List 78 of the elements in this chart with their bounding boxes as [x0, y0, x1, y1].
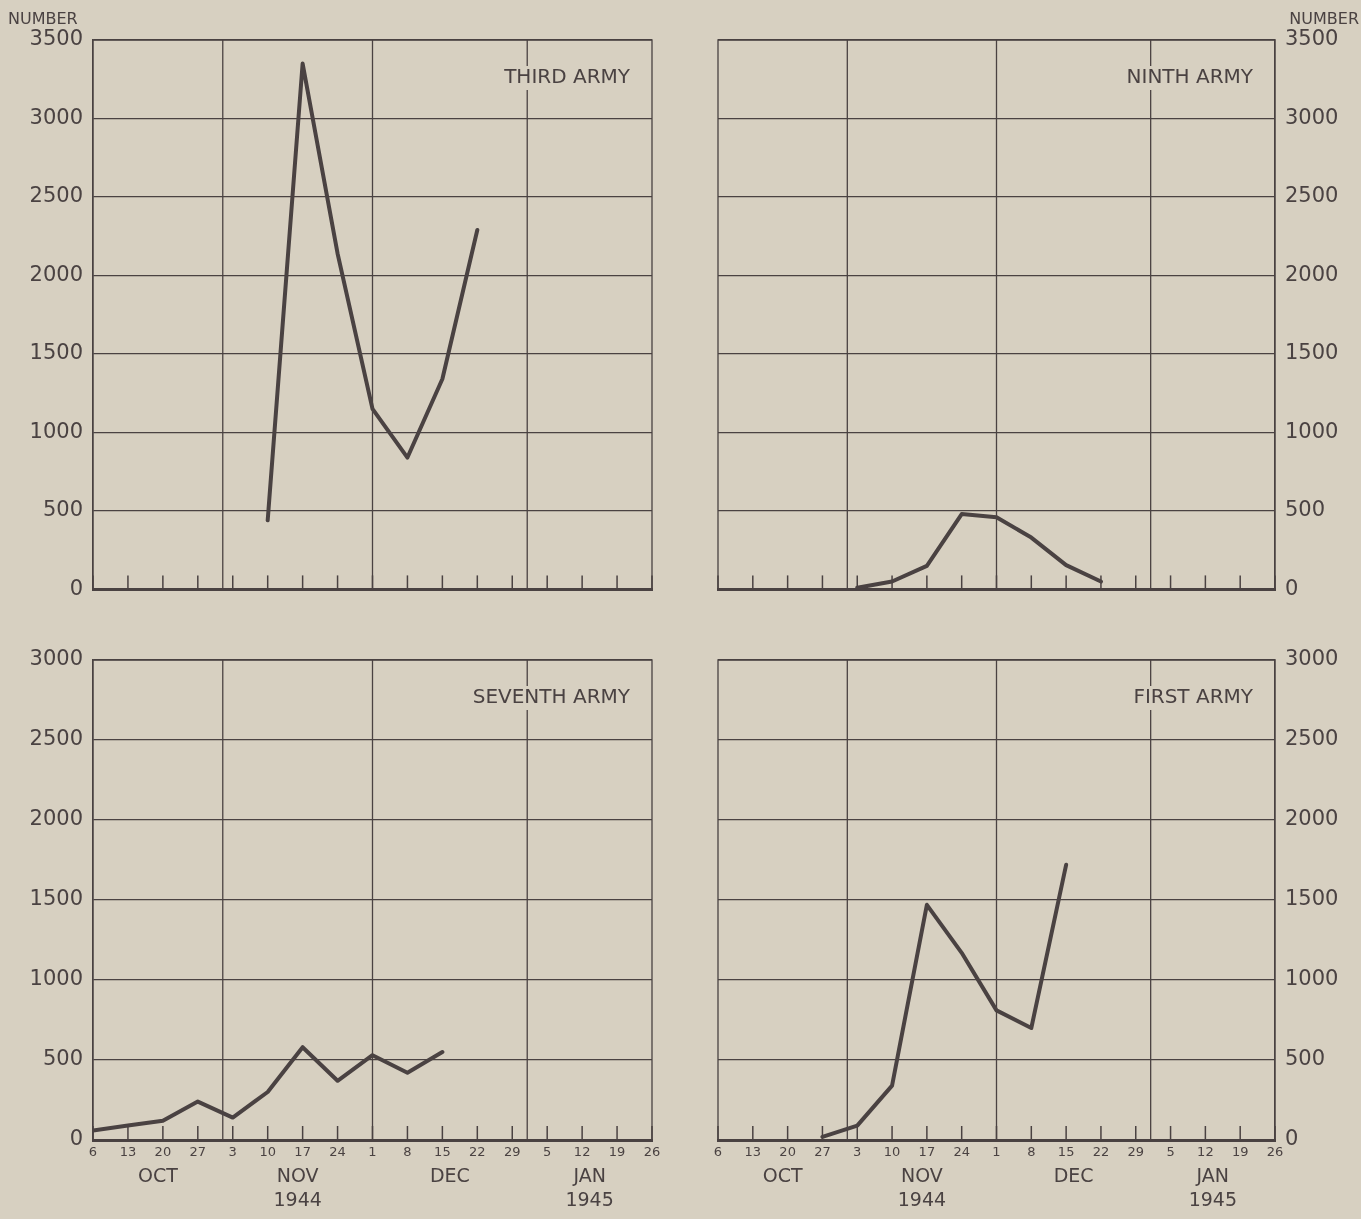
- y-tick-label: 0: [69, 1126, 83, 1151]
- text: DEC: [1053, 1164, 1094, 1187]
- y-tick-label: 1500: [29, 886, 83, 911]
- x-tick-label: 10: [883, 1143, 901, 1159]
- x-tick-label: 17: [918, 1143, 936, 1159]
- x-tick-label: 8: [1027, 1143, 1036, 1159]
- y-tick-label: 500: [42, 497, 83, 522]
- y2-tick-label: 1500: [1285, 340, 1339, 365]
- y-tick-label: 1500: [29, 340, 83, 365]
- x-tick-label: 1: [992, 1143, 1001, 1159]
- y-axis-title: NUMBER: [8, 9, 78, 29]
- text: DEC: [429, 1164, 470, 1187]
- text: NOV 1944: [273, 1164, 322, 1211]
- y-tick-label: 2500: [29, 726, 83, 751]
- x-tick-label: 24: [329, 1143, 346, 1159]
- x-tick-label: 19: [1231, 1143, 1249, 1159]
- x-tick-label: 20: [779, 1143, 796, 1159]
- y2-tick-label: 500: [1285, 1046, 1326, 1071]
- text: SEVENTH ARMY: [472, 684, 631, 709]
- text: NINTH ARMY: [1126, 64, 1254, 89]
- x-tick-label: 29: [503, 1143, 521, 1159]
- text: OCT: [137, 1164, 179, 1187]
- x-tick-label: 15: [434, 1143, 451, 1159]
- x-tick-label: 3: [853, 1143, 862, 1159]
- x-tick-label: 5: [543, 1143, 552, 1159]
- y-tick-label: 2000: [29, 806, 83, 831]
- y2-tick-label: 3000: [1285, 646, 1339, 671]
- y2-tick-label: 1000: [1285, 966, 1339, 991]
- y2-tick-label: 1500: [1285, 886, 1339, 911]
- y2-tick-label: 2000: [1285, 261, 1339, 286]
- y-tick-label: 0: [69, 575, 83, 600]
- x-tick-label: 10: [259, 1143, 276, 1159]
- x-tick-label: 12: [573, 1143, 591, 1159]
- y-tick-label: 3000: [29, 104, 83, 129]
- y2-tick-label: 0: [1285, 1126, 1299, 1151]
- x-tick-label: 26: [1266, 1143, 1284, 1159]
- y2-tick-label: 2500: [1285, 183, 1339, 208]
- x-tick-label: 13: [119, 1143, 137, 1159]
- x-tick-label: 29: [1127, 1143, 1145, 1159]
- y-tick-label: 1000: [29, 966, 83, 991]
- y-tick-label: 2500: [29, 183, 83, 208]
- y2-tick-label: 500: [1285, 497, 1326, 522]
- y2-tick-label: 2000: [1285, 806, 1339, 831]
- x-tick-label: 15: [1057, 1143, 1075, 1159]
- x-tick-label: 3: [228, 1143, 237, 1159]
- y2-tick-label: 0: [1285, 575, 1299, 600]
- y2-tick-label: 3500: [1285, 26, 1339, 51]
- x-tick-label: 13: [744, 1143, 762, 1159]
- x-tick-label: 24: [953, 1143, 970, 1159]
- y-tick-label: 500: [42, 1046, 83, 1071]
- text: NOV 1944: [897, 1164, 947, 1211]
- x-tick-label: 22: [469, 1143, 486, 1159]
- y-tick-label: 3500: [29, 26, 83, 51]
- x-tick-label: 27: [814, 1143, 831, 1159]
- x-tick-label: 17: [294, 1143, 311, 1159]
- x-tick-label: 6: [88, 1143, 98, 1159]
- y2-tick-label: 1000: [1285, 418, 1339, 443]
- x-tick-label: 26: [643, 1143, 661, 1159]
- y-tick-label: 2000: [29, 261, 83, 286]
- x-tick-label: 5: [1166, 1143, 1175, 1159]
- x-tick-label: 12: [1197, 1143, 1214, 1159]
- x-tick-label: 27: [189, 1143, 207, 1159]
- y-tick-label: 1000: [29, 418, 83, 443]
- text: JAN 1945: [565, 1164, 614, 1211]
- text: FIRST ARMY: [1133, 684, 1254, 709]
- x-tick-label: 19: [608, 1143, 626, 1159]
- y2-axis-title: NUMBER: [1289, 9, 1359, 29]
- x-tick-label: 22: [1092, 1143, 1110, 1159]
- text: THIRD ARMY: [503, 64, 631, 89]
- x-tick-label: 6: [713, 1143, 723, 1159]
- x-tick-label: 20: [154, 1143, 172, 1159]
- y-tick-label: 3000: [29, 646, 83, 671]
- x-tick-label: 8: [403, 1143, 412, 1159]
- y2-tick-label: 2500: [1285, 726, 1339, 751]
- x-tick-label: 1: [368, 1143, 377, 1159]
- text: JAN 1945: [1188, 1164, 1238, 1211]
- y2-tick-label: 3000: [1285, 104, 1339, 129]
- text: OCT: [762, 1164, 803, 1187]
